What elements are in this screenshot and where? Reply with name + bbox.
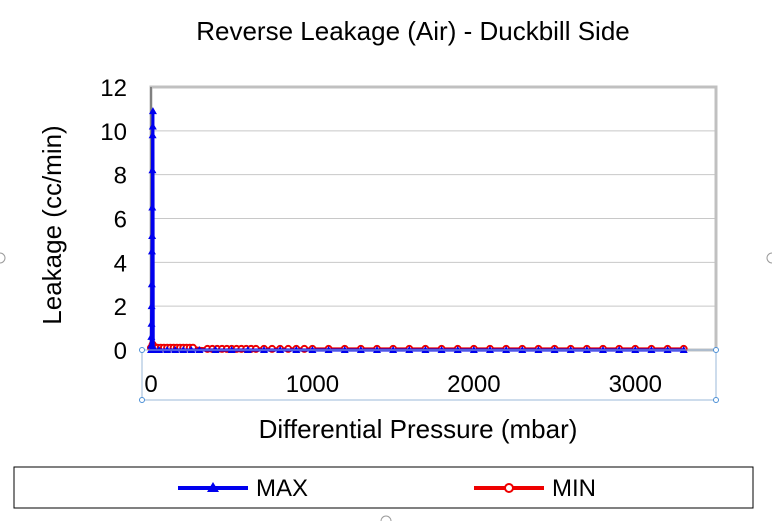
x-tick-label: 3000 xyxy=(609,371,662,398)
y-tick-label: 8 xyxy=(114,163,127,190)
legend-box xyxy=(13,466,754,509)
legend-max-label: MAX xyxy=(256,475,308,502)
y-tick-label: 10 xyxy=(100,119,127,146)
x-axis-ticks: 0 1000 2000 3000 xyxy=(144,371,662,398)
data-point-max xyxy=(148,203,157,211)
chart-handle-bottom[interactable] xyxy=(380,515,392,521)
data-point-max xyxy=(148,232,157,240)
data-point-max xyxy=(148,107,157,115)
selection-handle-top-right[interactable] xyxy=(713,347,719,353)
chart-handle-right[interactable] xyxy=(766,252,772,264)
data-point-max xyxy=(148,122,157,130)
legend-item-max[interactable]: MAX xyxy=(178,475,308,502)
x-axis-selection-frame[interactable] xyxy=(141,349,717,401)
chart-title: Reverse Leakage (Air) - Duckbill Side xyxy=(196,16,630,46)
x-tick-label: 0 xyxy=(144,371,157,398)
chart-handle-left[interactable] xyxy=(0,252,6,264)
data-point-max xyxy=(147,302,156,310)
data-point-max xyxy=(147,247,156,255)
selection-handle-top-left[interactable] xyxy=(139,347,145,353)
x-tick-label: 2000 xyxy=(447,371,500,398)
data-point-max xyxy=(147,280,156,288)
y-tick-label: 6 xyxy=(114,207,127,234)
data-point-max xyxy=(148,166,157,174)
selection-handle-bottom-left[interactable] xyxy=(139,397,145,403)
data-point-max xyxy=(147,319,156,327)
selection-handle-bottom-right[interactable] xyxy=(713,397,719,403)
legend-min-label: MIN xyxy=(552,475,596,502)
gridlines xyxy=(151,130,716,307)
y-tick-label: 0 xyxy=(114,338,127,365)
legend-max-triangle-icon xyxy=(207,482,219,492)
x-tick-label: 1000 xyxy=(286,371,339,398)
y-tick-label: 4 xyxy=(114,250,127,277)
data-point-max xyxy=(147,332,156,340)
x-axis-title: Differential Pressure (mbar) xyxy=(259,414,578,444)
legend-item-min[interactable]: MIN xyxy=(474,475,596,502)
y-tick-label: 2 xyxy=(114,294,127,321)
y-tick-label: 12 xyxy=(100,75,127,102)
y-axis-title: Leakage (cc/min) xyxy=(37,125,67,324)
legend-min-circle-icon xyxy=(504,483,514,493)
y-axis-ticks: 0 2 4 6 8 10 12 xyxy=(100,75,127,365)
data-point-max xyxy=(148,131,157,139)
